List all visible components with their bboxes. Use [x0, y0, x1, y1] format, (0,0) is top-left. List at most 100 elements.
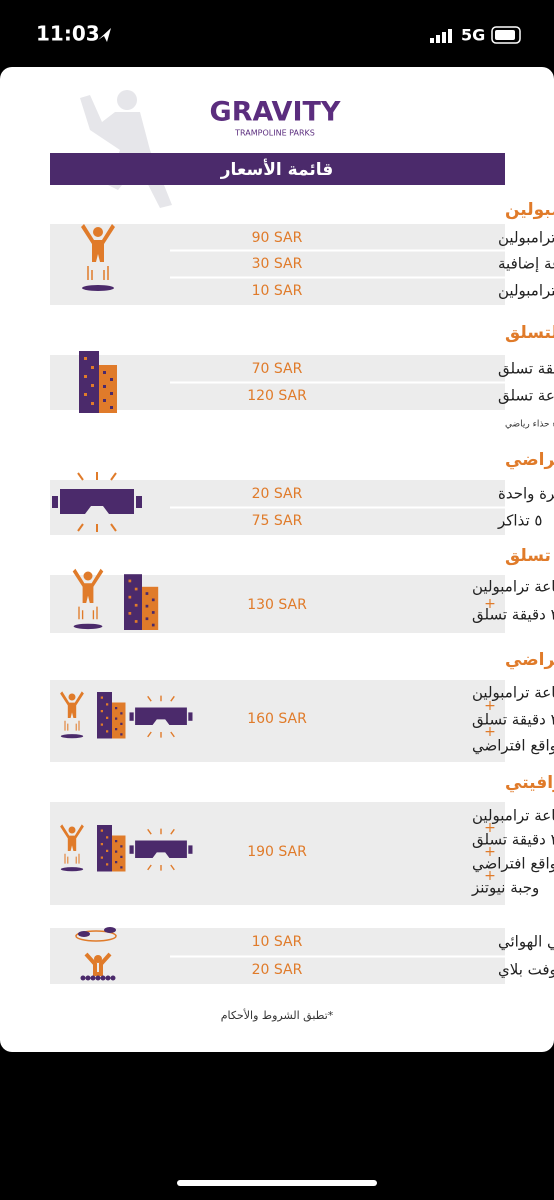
row-price: 20 SAR — [252, 486, 303, 502]
package-item: ٣٠ دقيقة تسلق — [472, 711, 554, 729]
icon-part — [120, 712, 123, 715]
icon-part — [75, 930, 117, 942]
icon-part — [151, 623, 155, 627]
icon-part — [115, 840, 118, 843]
package-price: 130 SAR — [247, 597, 307, 613]
icon-part — [100, 975, 106, 981]
section-title: جدران التسلق — [505, 323, 554, 343]
icon-part — [110, 378, 113, 381]
icon-part — [60, 824, 84, 851]
icon-part — [87, 266, 109, 280]
location-icon — [98, 28, 111, 42]
icon-part — [142, 586, 159, 630]
row-label: تذكرة واحدة — [498, 485, 554, 503]
icon-part — [135, 840, 187, 858]
icon-part — [151, 598, 155, 602]
icon-part — [151, 611, 155, 614]
icon-part — [84, 393, 87, 396]
icon-part — [73, 623, 103, 630]
icon-part — [134, 603, 138, 607]
icon-part — [72, 568, 104, 603]
package-plus: + — [484, 844, 496, 860]
logo-subtitle: TRAMPOLINE PARKS — [234, 129, 315, 138]
icon-part — [110, 392, 113, 395]
vr-goggles-icon — [52, 472, 142, 532]
row-price: 20 SAR — [252, 962, 303, 978]
icon-part — [100, 710, 103, 713]
package-plus: + — [484, 868, 496, 884]
package-box — [50, 802, 505, 905]
section-note: تأكد من إرتداء حذاء رياضي — [505, 417, 554, 430]
icon-part — [120, 845, 123, 848]
climbing-wall-icon — [124, 574, 159, 630]
row-price: 75 SAR — [252, 513, 303, 529]
icon-part — [106, 703, 109, 706]
icon-part — [68, 826, 76, 834]
icon-part — [145, 592, 149, 595]
icon-part — [100, 856, 103, 859]
icon-part — [110, 406, 113, 409]
icon-part — [80, 975, 86, 981]
home-indicator — [177, 1180, 377, 1186]
icon-part — [106, 863, 109, 866]
climbing-wall-icon — [97, 825, 126, 872]
network: 5G — [461, 26, 485, 45]
icon-part — [99, 365, 117, 413]
icon-part — [100, 696, 103, 699]
package-item: ٥ تذاكر واقع افتراضي — [472, 737, 554, 756]
icon-part — [83, 571, 93, 581]
header-title: قائمة الأسعار — [220, 159, 334, 180]
package-item: ساعة ترامبولين — [472, 578, 554, 596]
icon-part — [136, 496, 142, 508]
icon-part — [188, 845, 193, 854]
icon-part — [97, 692, 112, 739]
icon-part — [115, 707, 118, 710]
signal-icon — [430, 29, 452, 43]
soft-play-icon — [80, 952, 116, 981]
icon-part — [91, 384, 94, 387]
icon-part — [105, 975, 111, 981]
row-label: تذكرة الهوكي الهوائي — [498, 933, 554, 952]
icon-part — [60, 734, 84, 739]
icon-part — [84, 375, 87, 378]
row-label: جوارب خاصة بالترامبولين — [498, 282, 554, 300]
icon-part — [134, 587, 138, 591]
icon-part — [128, 595, 132, 599]
icon-part — [60, 867, 84, 872]
package-plus: + — [484, 596, 496, 612]
row-label: ساعة ترامبولين — [498, 229, 554, 247]
section-title: ترامبولين , تسلق و ألعاب واقع افتراضي — [505, 648, 554, 670]
icon-part — [115, 728, 118, 731]
package-item: ساعة ترامبولين — [472, 684, 554, 702]
icon-part — [120, 722, 123, 725]
icon-part — [100, 723, 103, 726]
package-plus: + — [484, 724, 496, 740]
package-item: ٣٠ دقيقة تسلق — [472, 606, 554, 624]
row-label: ساعة سوفت بلاي — [498, 961, 554, 980]
icon-part — [145, 604, 149, 608]
icon-part — [82, 285, 114, 291]
icon-part — [78, 931, 90, 937]
icon-part — [95, 975, 101, 981]
row-label: ساعة إضافية — [498, 255, 554, 273]
row-label: ساعة تسلق — [498, 387, 554, 405]
trampoline-icon — [72, 568, 104, 630]
icon-part — [115, 850, 118, 853]
icon-part — [106, 849, 109, 852]
icon-part — [115, 861, 118, 864]
icon-part — [145, 617, 149, 621]
icon-part — [68, 693, 76, 701]
row-price: 10 SAR — [252, 934, 303, 950]
package-plus: + — [484, 698, 496, 714]
icon-part — [115, 717, 118, 720]
vr-goggles-icon — [129, 828, 193, 871]
icon-part — [112, 702, 126, 739]
section-title: ترامبولين و تسلق — [505, 546, 554, 566]
battery-level — [495, 30, 515, 40]
icon-part — [64, 853, 80, 864]
icon-part — [97, 825, 112, 872]
air-hockey-icon — [75, 927, 117, 942]
row-price: 90 SAR — [252, 230, 303, 246]
icon-part — [81, 224, 115, 262]
icon-part — [106, 836, 109, 839]
